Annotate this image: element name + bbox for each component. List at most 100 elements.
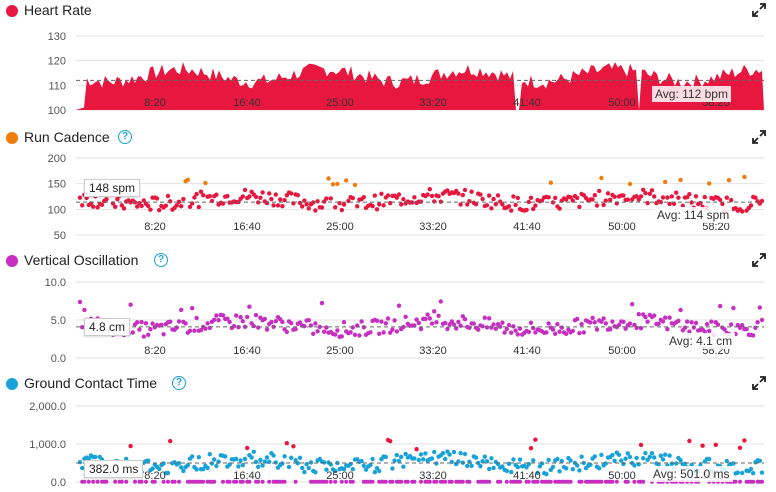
data-point <box>491 322 496 327</box>
data-point <box>702 329 707 334</box>
data-point <box>449 319 454 324</box>
data-point <box>295 461 300 466</box>
help-icon[interactable]: ? <box>118 130 132 144</box>
data-point <box>445 326 450 332</box>
help-icon[interactable]: ? <box>172 376 186 390</box>
data-point <box>212 479 217 484</box>
data-point <box>251 449 256 454</box>
data-point <box>509 330 514 335</box>
data-point <box>381 330 386 335</box>
data-point <box>608 327 613 332</box>
data-point <box>621 319 626 324</box>
data-point <box>511 457 516 462</box>
data-point <box>137 327 142 332</box>
data-point <box>709 319 714 324</box>
data-point <box>194 315 199 321</box>
data-point <box>539 461 545 466</box>
data-point <box>456 191 461 196</box>
data-point <box>665 327 670 332</box>
data-point <box>707 328 712 334</box>
data-point <box>528 446 534 451</box>
data-point <box>619 458 624 463</box>
data-point <box>704 322 710 327</box>
data-point <box>372 470 377 475</box>
data-point <box>559 458 564 464</box>
data-point <box>469 189 474 194</box>
help-icon[interactable]: ? <box>154 253 168 267</box>
data-point <box>460 192 465 198</box>
data-point <box>570 328 575 334</box>
x-tick-label: 16:40 <box>233 97 261 109</box>
data-point <box>177 479 181 484</box>
data-point <box>649 188 655 193</box>
data-point <box>227 319 232 325</box>
expand-icon[interactable] <box>752 3 766 17</box>
data-point <box>414 447 419 452</box>
heart-rate-chart[interactable]: 130 120 110 100 8:20 16:40 25:00 33:20 41:40 50:0… <box>0 0 776 120</box>
data-point <box>394 329 399 334</box>
data-point <box>227 479 232 484</box>
run-cadence-chart[interactable]: 200 150 100 50 8:20 16:40 25:00 33:20 41:40 50:00… <box>0 127 776 247</box>
heart-rate-avg-label: Avg: 112 bpm <box>652 86 731 102</box>
data-point <box>553 195 558 201</box>
data-point <box>432 449 437 455</box>
data-point <box>113 204 118 209</box>
data-point <box>357 333 362 338</box>
y-tick-label: 130 <box>48 31 66 43</box>
data-point <box>707 181 712 186</box>
data-point <box>449 479 454 484</box>
expand-icon[interactable] <box>752 253 766 267</box>
data-point <box>196 204 201 210</box>
y-tick-label: 110 <box>48 80 66 92</box>
data-point <box>223 454 228 459</box>
data-point <box>669 194 674 199</box>
data-point <box>227 462 232 467</box>
data-point <box>546 321 551 326</box>
data-point <box>133 479 137 484</box>
expand-icon[interactable] <box>752 130 766 144</box>
ground-contact-time-header: Ground Contact Time ? <box>0 373 776 395</box>
data-point <box>515 464 520 470</box>
data-point <box>528 320 534 325</box>
data-point <box>590 197 595 202</box>
data-point <box>751 333 756 338</box>
data-point <box>201 193 206 198</box>
x-tick-label: 41:40 <box>513 97 541 109</box>
data-point <box>405 479 410 484</box>
data-point <box>667 315 672 320</box>
data-point <box>729 322 734 327</box>
expand-icon[interactable] <box>752 376 766 390</box>
data-point <box>594 203 600 208</box>
x-tick-label: 41:40 <box>513 345 541 357</box>
data-point <box>632 463 637 468</box>
data-point <box>700 443 705 448</box>
data-point <box>489 456 494 461</box>
data-point <box>612 194 617 199</box>
data-point <box>176 461 182 466</box>
data-point <box>487 316 492 321</box>
data-point <box>443 479 448 484</box>
y-tick-label: 10.0 <box>45 277 66 289</box>
data-point <box>687 329 692 334</box>
data-point <box>740 209 745 214</box>
data-point <box>742 438 747 443</box>
ground-contact-time-chart[interactable]: 2,000.0 1,000.0 0.0 8:20 16:40 25:00 33:20 41:4… <box>0 373 776 492</box>
data-point <box>278 197 283 202</box>
y-tick-label: 5.0 <box>51 315 66 327</box>
data-point <box>724 195 729 200</box>
data-point <box>480 324 485 329</box>
data-point <box>502 330 507 335</box>
data-point <box>328 479 333 484</box>
data-point <box>674 461 679 466</box>
data-point <box>256 325 261 330</box>
data-point <box>434 320 439 325</box>
vertical-oscillation-chart[interactable]: 10.05.00.08:20 16:40 25:00 33:20 41:40 50:00 5… <box>0 250 776 370</box>
data-point <box>568 458 573 463</box>
data-point <box>722 327 727 332</box>
data-point <box>242 456 248 462</box>
data-point <box>451 449 457 455</box>
data-point <box>144 479 148 484</box>
data-point <box>256 464 261 469</box>
data-point <box>412 479 417 484</box>
y-tick-label: 150 <box>48 179 66 191</box>
